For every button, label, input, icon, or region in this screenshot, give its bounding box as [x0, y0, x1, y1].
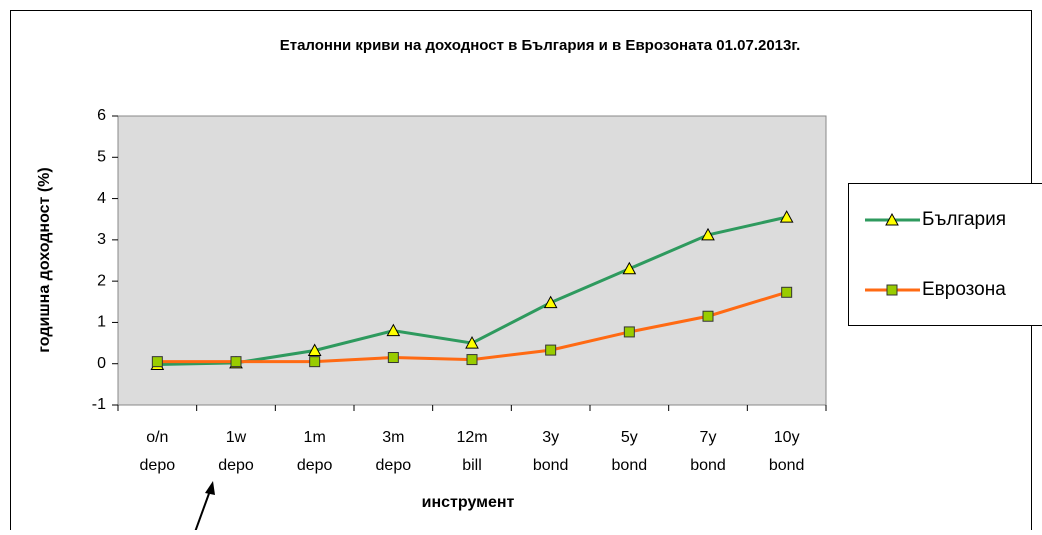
- point: [152, 357, 162, 367]
- chart-title: Еталонни криви на доходност в България и…: [280, 37, 801, 54]
- y-tick-label: 0: [97, 355, 106, 372]
- y-tick-label: 5: [97, 149, 106, 166]
- point: [546, 345, 556, 355]
- y-tick-label: 3: [97, 231, 106, 248]
- legend-label: България: [922, 209, 1006, 230]
- point: [467, 355, 477, 365]
- legend: [849, 184, 1042, 326]
- y-tick-label: 6: [97, 107, 106, 124]
- y-tick-label: 2: [97, 272, 106, 289]
- x-axis-title: инструмент: [422, 494, 515, 511]
- y-axis-title: годишна доходност (%): [36, 167, 53, 352]
- y-tick-label: 1: [97, 314, 106, 331]
- y-tick-label: -1: [92, 396, 106, 413]
- point: [782, 287, 792, 297]
- point: [310, 357, 320, 367]
- point: [624, 327, 634, 337]
- point: [388, 353, 398, 363]
- legend-marker: [887, 285, 897, 295]
- y-tick-label: 4: [97, 190, 106, 207]
- point: [703, 311, 713, 321]
- legend-label: Еврозона: [922, 279, 1006, 300]
- point: [231, 357, 241, 367]
